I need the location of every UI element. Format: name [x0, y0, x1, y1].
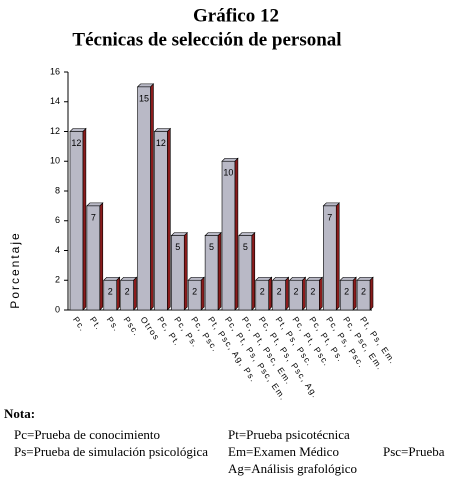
data-label: 2 [108, 287, 113, 297]
bar [154, 131, 168, 311]
chart-subtitle: Técnicas de selección de personal [72, 29, 341, 50]
bar [289, 279, 303, 311]
x-tick-label: Pt. [88, 315, 104, 332]
note-item: Em=Examen Médico [228, 444, 339, 459]
data-label: 7 [327, 212, 332, 222]
data-label: 2 [277, 287, 282, 297]
chart: Gráfico 12 Técnicas de selección de pers… [8, 5, 398, 402]
data-label: 5 [209, 242, 214, 252]
bar-top [322, 202, 340, 207]
y-tick-label: 6 [55, 215, 60, 225]
bar-side [285, 276, 289, 311]
data-label: 5 [243, 242, 248, 252]
chart-title: Gráfico 12 [193, 5, 279, 26]
bar-side [133, 276, 137, 311]
data-label: 2 [125, 287, 130, 297]
bar-side [200, 276, 205, 311]
bar-top [103, 276, 121, 281]
bar-top [271, 276, 290, 281]
data-label: 7 [91, 212, 96, 222]
bar [238, 235, 253, 311]
bar-side [234, 157, 239, 311]
note-item: Ag=Análisis grafológico [228, 461, 358, 476]
bar [120, 279, 134, 311]
y-tick-label: 2 [55, 275, 60, 285]
bar-side [352, 276, 357, 311]
bar-top [288, 276, 307, 281]
bar-side [82, 127, 87, 311]
bar [86, 205, 101, 311]
bar-top [339, 276, 357, 281]
data-label: 10 [223, 168, 233, 178]
bar-top [69, 128, 87, 132]
data-label: 12 [156, 138, 166, 148]
bar-side [167, 127, 171, 311]
bar-side [150, 83, 154, 311]
bar-top [136, 83, 155, 88]
note-item: Ps=Prueba de simulación psicológica [14, 444, 208, 459]
bar-side [335, 202, 340, 311]
bar-side [268, 276, 272, 311]
bar [306, 279, 320, 311]
bar-side [116, 276, 120, 311]
y-tick-label: 14 [50, 96, 60, 106]
y-tick-label: 0 [55, 304, 60, 314]
bar [323, 205, 337, 311]
bar-top [305, 276, 324, 281]
data-label: 2 [192, 287, 197, 297]
bar-side [302, 276, 306, 311]
data-label: 5 [175, 242, 180, 252]
bar [255, 279, 269, 311]
x-tick-label: Psc. [122, 315, 142, 338]
bar-side [217, 231, 222, 311]
note-item: Psc=Prueba [383, 444, 445, 459]
bar-top [238, 232, 256, 236]
x-tick-label: Pc. [71, 315, 88, 334]
data-label: 12 [71, 138, 81, 148]
bar-top [221, 157, 239, 162]
y-tick-label: 12 [50, 126, 60, 136]
bar-top [255, 276, 273, 281]
y-axis-label: Porcentaje [8, 231, 22, 308]
bar [221, 160, 236, 311]
bar-side [319, 276, 323, 311]
bar-top [119, 276, 138, 281]
bar-side [183, 231, 188, 311]
bar [137, 86, 151, 311]
bar [103, 279, 117, 311]
bar [339, 279, 354, 311]
note-item: Pt=Prueba psicotécnica [228, 427, 350, 442]
note-item: Pc=Prueba de conocimiento [14, 427, 160, 442]
data-label: 2 [310, 287, 315, 297]
bar [187, 279, 202, 311]
bar-top [170, 232, 188, 236]
y-tick-label: 10 [50, 156, 60, 166]
bar-top [356, 276, 374, 281]
data-label: 2 [361, 287, 366, 297]
bar [272, 279, 286, 311]
note-title: Nota: [4, 406, 36, 421]
bar [171, 235, 185, 311]
bar-top [153, 128, 172, 132]
bar-side [369, 276, 374, 311]
bar-top [204, 232, 222, 236]
bar [204, 235, 219, 311]
bar-side [99, 202, 104, 311]
bar [69, 131, 84, 311]
bar-top [187, 276, 205, 281]
x-tick-label: Ps. [105, 315, 122, 334]
data-label: 2 [293, 287, 298, 297]
bar [356, 279, 371, 311]
bar-top [86, 202, 104, 207]
y-tick-label: 8 [55, 185, 60, 195]
bar-side [251, 231, 256, 311]
data-label: 2 [260, 287, 265, 297]
data-label: 2 [344, 287, 349, 297]
y-tick-label: 4 [55, 245, 60, 255]
y-tick-label: 16 [50, 66, 60, 76]
data-label: 15 [139, 93, 149, 103]
